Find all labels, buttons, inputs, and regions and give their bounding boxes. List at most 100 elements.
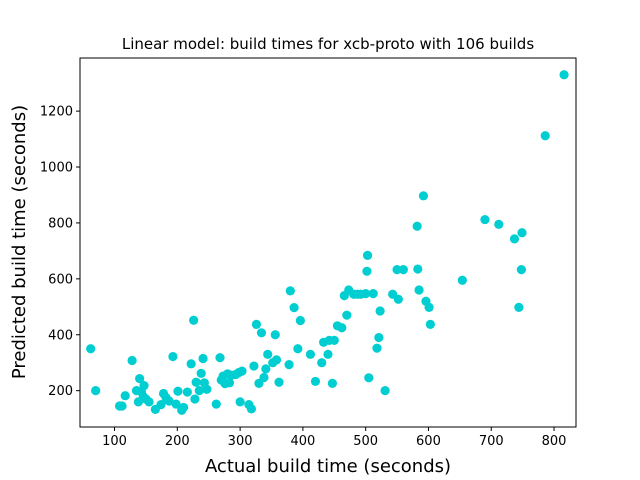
data-point [517,228,527,238]
data-point [375,306,385,316]
y-tick-label: 800 [48,216,73,231]
data-point [261,364,271,374]
data-point [362,250,373,260]
data-point [144,397,154,407]
data-point [289,303,299,313]
data-point [189,315,199,325]
data-point [412,221,422,231]
data-point [237,366,247,376]
x-axis-label: Actual build time (seconds) [205,456,451,477]
data-point [164,396,174,406]
data-point [263,349,273,359]
data-point [91,386,101,396]
data-point [329,335,339,345]
y-tick-label: 1000 [40,161,73,176]
data-point [457,275,467,285]
data-point [215,353,225,363]
data-point [425,319,435,330]
x-tick-label: 500 [353,434,378,449]
data-point [139,381,149,391]
data-point [413,264,423,274]
data-point [182,387,192,397]
x-tick-label: 300 [228,434,253,449]
data-point [509,234,520,244]
data-point [194,386,204,396]
data-point [514,302,524,312]
data-point [117,401,127,411]
data-point [398,265,408,275]
data-point [156,400,166,410]
data-point [285,286,295,296]
data-point [293,344,303,354]
data-point [368,289,378,299]
data-point [171,399,181,409]
data-point [424,302,434,312]
data-point [342,310,352,320]
data-point [224,378,235,388]
data-point [186,359,196,369]
y-axis-label: Predicted build time (seconds) [9,105,30,379]
data-point [246,404,257,414]
data-point [317,358,327,368]
data-point [374,332,384,343]
x-tick-label: 200 [165,434,190,449]
data-point [271,355,282,365]
data-point [414,285,424,295]
data-point [259,372,269,383]
data-point [86,344,96,354]
data-point [361,289,371,299]
data-point [256,328,267,338]
data-point [362,266,372,276]
x-tick-label: 400 [290,434,315,449]
data-point [327,378,337,388]
data-point [295,315,305,326]
data-point [418,191,429,201]
x-tick-label: 800 [542,434,567,449]
data-point [380,386,390,396]
data-point [480,214,490,225]
data-point [235,397,245,407]
y-tick-label: 200 [48,384,73,399]
x-tick-label: 600 [416,434,441,449]
data-point [274,377,284,387]
data-point [202,384,212,394]
y-tick-label: 400 [48,328,73,343]
data-point [190,394,200,404]
x-tick-label: 700 [479,434,504,449]
data-point [364,373,374,383]
data-points [86,70,569,415]
data-point [516,265,526,275]
data-point [337,323,347,333]
y-tick-label: 600 [48,272,73,287]
data-point [196,368,206,378]
data-point [284,360,294,370]
plot-frame [79,57,577,428]
data-point [494,219,504,229]
data-point [191,377,201,387]
data-point [120,391,130,401]
data-point [211,399,221,409]
data-point [310,376,321,387]
y-axis: 200 400 600 800 1000 1200 [40,105,80,399]
data-point [135,374,145,384]
data-point [323,349,333,359]
y-tick-label: 1200 [40,105,73,120]
data-point [198,353,208,364]
x-axis: 100 200 300 400 500 600 700 800 [102,427,566,449]
data-point [305,349,316,359]
data-point [127,355,137,366]
data-point [270,330,280,340]
data-point [251,319,262,330]
x-tick-label: 100 [102,434,127,449]
chart-title: Linear model: build times for xcb-proto … [122,35,534,53]
data-point [559,70,569,80]
data-point [178,402,189,413]
data-point [540,131,550,141]
data-point [173,386,183,396]
data-point [393,294,403,304]
data-point [372,343,382,353]
data-point [168,351,178,362]
data-point [249,361,259,371]
